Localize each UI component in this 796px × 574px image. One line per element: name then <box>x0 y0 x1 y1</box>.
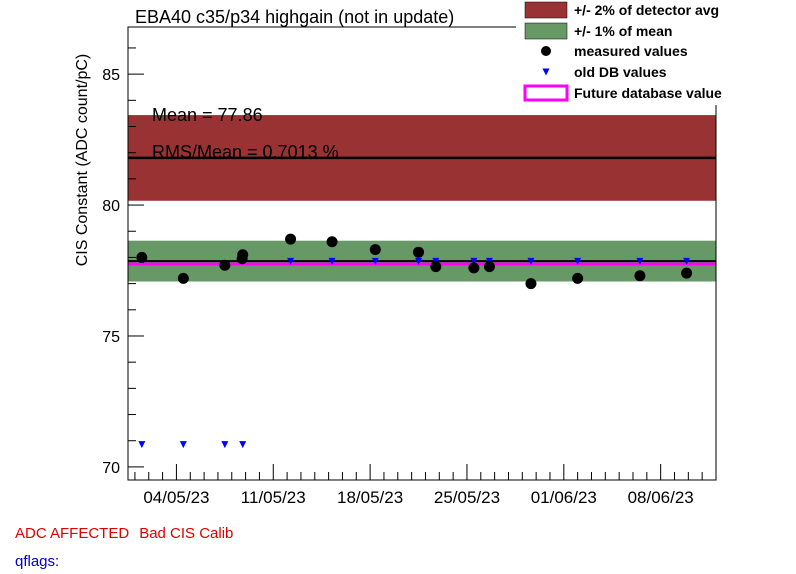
legend-marker-circle <box>541 46 551 56</box>
x-tick-label: 08/06/23 <box>628 488 694 507</box>
x-tick-label: 25/05/23 <box>434 488 500 507</box>
old-db-point <box>415 257 423 265</box>
legend-swatch <box>524 1 568 19</box>
old-db-point <box>179 441 187 449</box>
legend-label: measured values <box>574 43 688 59</box>
y-axis-label: CIS Constant (ADC count/pC) <box>74 54 91 267</box>
legend-label: +/- 2% of detector avg <box>574 2 719 18</box>
old-db-point <box>527 257 535 265</box>
measured-point <box>681 267 693 279</box>
chart-title: EBA40 c35/p34 highgain (not in update) <box>135 7 454 27</box>
old-db-point <box>221 441 229 449</box>
rms-annotation: RMS/Mean = 0.7013 % <box>152 142 339 162</box>
measured-point <box>237 249 249 261</box>
measured-point <box>413 246 425 258</box>
y-tick-label: 85 <box>102 67 120 84</box>
legend-label: Future database value <box>574 85 722 101</box>
x-tick-label: 11/05/23 <box>241 488 306 507</box>
old-db-point <box>636 257 644 265</box>
status-flags: ADC AFFECTED Bad CIS Calib <box>15 525 243 542</box>
plot-frame <box>127 26 717 481</box>
x-tick-label: 04/05/23 <box>143 488 209 507</box>
old-db-point <box>574 257 582 265</box>
y-tick-label: 80 <box>102 198 120 215</box>
measured-point <box>369 244 381 256</box>
legend: +/- 2% of detector avg +/- 1% of mean meas… <box>516 0 796 105</box>
cis-constant-chart: 70 75 80 85 04/05/23 11/05/23 18/05/23 25/05/23… <box>74 0 796 507</box>
old-db-point <box>470 257 478 265</box>
legend-marker-triangle <box>542 68 550 76</box>
measured-point <box>326 236 338 248</box>
measured-point <box>483 261 495 273</box>
measured-point <box>219 259 231 271</box>
measured-point <box>177 272 189 284</box>
x-tick-label: 01/06/23 <box>531 488 597 507</box>
old-db-point <box>138 441 146 449</box>
legend-label: +/- 1% of mean <box>574 23 672 39</box>
data-points <box>136 233 693 449</box>
measured-point <box>634 270 646 282</box>
old-db-point <box>371 257 379 265</box>
old-db-point <box>683 257 691 265</box>
measured-point <box>525 278 537 290</box>
measured-point <box>430 261 442 273</box>
legend-line-swatch <box>523 84 569 102</box>
mean-annotation: Mean = 77.86 <box>152 105 263 125</box>
measured-point <box>572 272 584 284</box>
status-flag-cis: Bad CIS Calib <box>139 525 234 542</box>
y-tick-label: 70 <box>102 460 120 477</box>
measured-point <box>136 251 148 263</box>
qflags-label: qflags: <box>15 553 60 570</box>
old-db-point <box>328 257 336 265</box>
bands-layer <box>128 115 716 282</box>
old-db-point <box>287 257 295 265</box>
x-tick-label: 18/05/23 <box>337 488 403 507</box>
legend-label: old DB values <box>574 64 667 80</box>
legend-swatch <box>524 22 568 40</box>
y-tick-label: 75 <box>102 329 120 346</box>
axes: 70 75 80 85 04/05/23 11/05/23 18/05/23 25/05/23… <box>102 47 717 507</box>
measured-point <box>468 262 480 274</box>
status-flag-adc: ADC AFFECTED <box>15 525 130 542</box>
old-db-point <box>239 441 247 449</box>
measured-point <box>285 233 297 245</box>
